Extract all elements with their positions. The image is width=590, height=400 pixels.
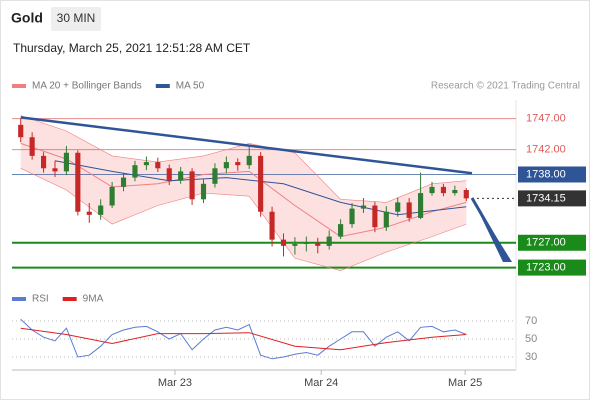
candle-body — [52, 168, 58, 172]
ma-line — [20, 142, 467, 238]
candle-body — [315, 242, 321, 246]
candle-body — [75, 152, 81, 212]
rsi-tick-label: 50 — [525, 333, 537, 345]
candle-body — [155, 162, 161, 169]
candle-body — [349, 208, 355, 225]
candle-body — [429, 186, 435, 194]
level-label: 1723.00 — [526, 261, 566, 273]
rsi-line — [20, 327, 467, 351]
credit: Research © 2021 Trading Central — [431, 81, 580, 92]
arrow — [470, 197, 510, 261]
candle-body — [440, 186, 447, 194]
rsi-line — [20, 318, 467, 360]
candle-body — [372, 205, 378, 228]
candle-body — [132, 165, 138, 178]
ma-line — [20, 115, 467, 203]
candle-body — [258, 155, 264, 212]
x-tick-label: Mar 23 — [158, 377, 192, 389]
legend-swatch — [155, 84, 170, 88]
legend-label: RSI — [32, 294, 49, 305]
level-label: 1738.00 — [526, 168, 566, 180]
legend-swatch — [12, 84, 26, 88]
candle-body — [120, 177, 127, 187]
legend-label: MA 50 — [176, 81, 205, 92]
legend-swatch — [12, 297, 26, 301]
rsi-tick-label: 30 — [525, 351, 537, 363]
candle-body — [40, 155, 47, 169]
level-label-box — [518, 166, 586, 183]
candle-body — [269, 211, 275, 240]
candle-body — [200, 183, 207, 200]
candle-body — [292, 244, 298, 246]
candle-body — [326, 236, 332, 246]
candle-body — [360, 205, 367, 209]
legend-label: MA 20 + Bollinger Bands — [32, 81, 142, 92]
legend-swatch — [62, 297, 77, 301]
candle-body — [235, 162, 241, 166]
rsi-tick-label: 70 — [525, 315, 537, 327]
level-label: 1742.00 — [526, 144, 566, 156]
candle-body — [406, 202, 412, 218]
candle-body — [63, 152, 69, 172]
x-tick-label: Mar 24 — [304, 377, 338, 389]
level-label-box — [518, 190, 586, 207]
interval-button[interactable] — [51, 7, 101, 31]
candle-body — [18, 124, 24, 138]
instrument: Gold — [11, 10, 43, 26]
candle-body — [189, 171, 195, 200]
level-label-box — [518, 234, 586, 251]
candle-body — [166, 168, 172, 181]
candle-body — [143, 162, 149, 166]
candle-body — [383, 211, 389, 228]
candle-body — [452, 190, 458, 194]
level-label: 1734.15 — [526, 192, 566, 204]
candle-body — [303, 242, 309, 244]
candle-body — [395, 202, 401, 212]
candle-body — [463, 190, 469, 199]
level-label: 1727.00 — [526, 237, 566, 249]
candle-body — [29, 137, 35, 156]
candle-body — [223, 162, 229, 169]
candle-body — [178, 171, 184, 181]
x-tick-label: Mar 25 — [448, 377, 482, 389]
candle-body — [109, 186, 115, 206]
interval[interactable]: 30 MIN — [57, 11, 96, 25]
level-label: 1747.00 — [526, 113, 566, 125]
bollinger-band — [20, 115, 467, 271]
candle-body — [98, 205, 104, 215]
ma-line — [20, 168, 467, 272]
candle-body — [86, 211, 92, 215]
candle-body — [246, 155, 252, 166]
candle-body — [418, 193, 424, 218]
timestamp: Thursday, March 25, 2021 12:51:28 AM CET — [13, 41, 251, 55]
trendline — [20, 116, 473, 175]
candle-body — [338, 224, 344, 237]
candle-body — [280, 239, 287, 246]
legend-label: 9MA — [83, 294, 104, 305]
candle-body — [212, 168, 218, 184]
level-label-box — [518, 259, 586, 276]
